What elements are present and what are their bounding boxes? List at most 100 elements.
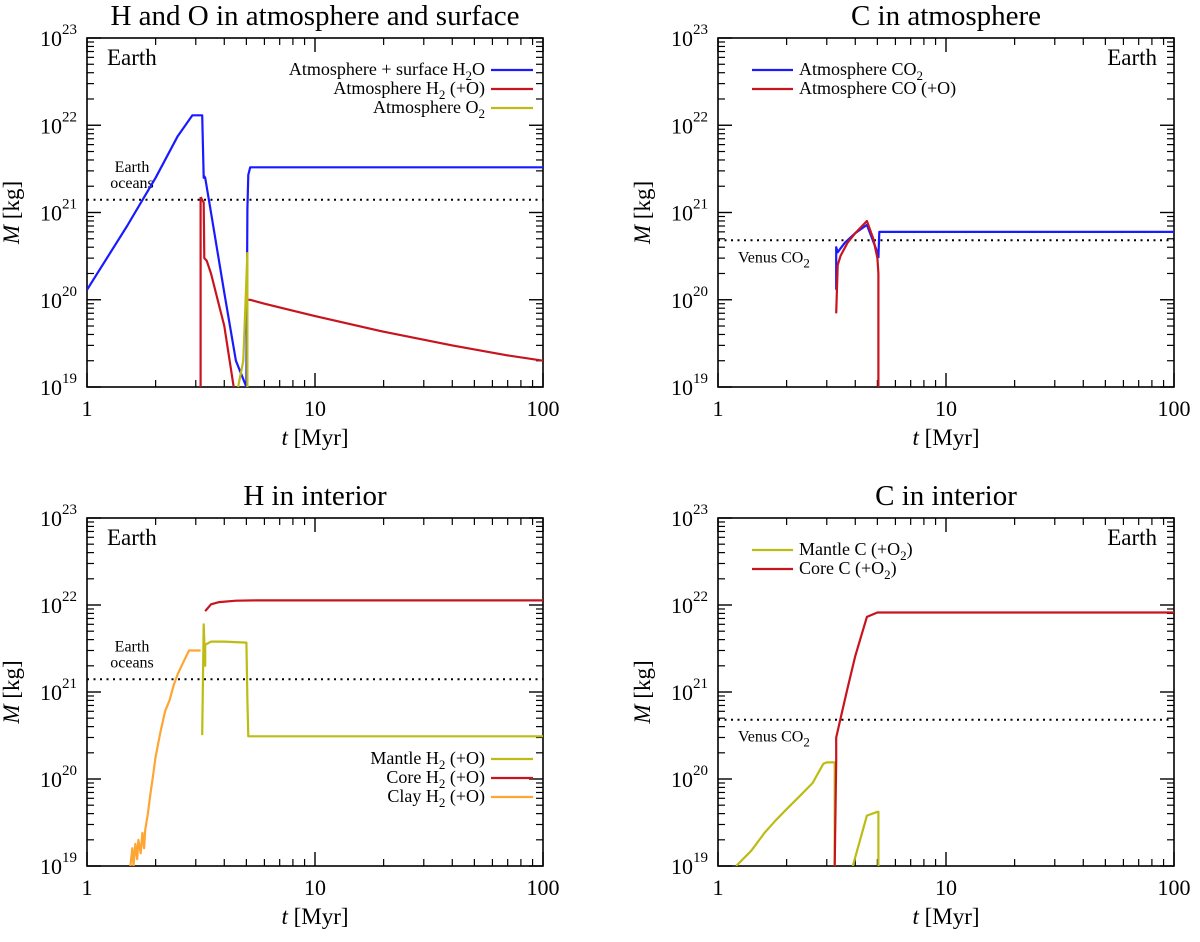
planet-label: Earth	[1107, 45, 1157, 70]
reference-label-line: Earth	[115, 159, 150, 176]
legend-name-post: (+O)	[445, 78, 485, 99]
y-axis-symbol: M	[0, 703, 24, 725]
y-tick-label: 1019	[40, 371, 77, 400]
legend-name-sub: 2	[916, 68, 923, 83]
y-axis-label: M [kg]	[630, 660, 655, 724]
series-lines	[835, 219, 1174, 387]
y-tick-exponent: 22	[693, 109, 708, 125]
y-tick-exponent: 19	[62, 850, 77, 866]
legend-name-sub: 2	[439, 757, 446, 772]
y-tick-base: 10	[671, 113, 693, 138]
legend-name-post: (+O)	[445, 748, 485, 769]
series-line-2	[248, 298, 543, 362]
planet-label: Earth	[1107, 525, 1157, 550]
legend-name-post: (+O)	[445, 786, 485, 807]
legend-name-main: Core C (+O	[799, 558, 884, 579]
y-axis-unit: [kg]	[0, 181, 24, 225]
series-line-1	[201, 623, 543, 738]
y-tick-base: 10	[671, 767, 693, 792]
y-tick-base: 10	[40, 26, 62, 51]
legend: Mantle C (+O2)Core C (+O2)	[752, 539, 913, 582]
y-tick-label: 1022	[40, 589, 77, 618]
y-axis-unit: [kg]	[630, 660, 655, 704]
x-tick-label: 100	[1158, 875, 1191, 900]
x-tick-label: 100	[527, 396, 560, 421]
series-line-1	[87, 114, 543, 387]
series-line-1	[735, 761, 836, 866]
x-axis-unit: [Myr]	[288, 425, 349, 450]
y-tick-base: 10	[671, 854, 693, 879]
x-axis-symbol: t	[912, 425, 919, 450]
y-axis-label: M [kg]	[630, 181, 655, 245]
legend-name-post: )	[907, 539, 913, 560]
legend-name-sub: 2	[439, 87, 446, 102]
y-tick-exponent: 23	[62, 502, 77, 518]
reference-label: Venus CO2	[738, 249, 810, 270]
x-tick-label: 10	[304, 875, 326, 900]
legend-name-main: Atmosphere CO	[799, 59, 916, 79]
legend-entry: Atmosphere + surface H2O	[289, 59, 485, 83]
legend-entry: Atmosphere H2 (+O)	[333, 78, 485, 102]
y-tick-base: 10	[671, 506, 693, 531]
y-axis-unit: [kg]	[630, 181, 655, 225]
series-lines	[735, 611, 1174, 866]
legend-entry: Core C (+O2)	[799, 558, 897, 582]
chart-title: H and O in atmosphere and surface	[110, 0, 519, 32]
legend-name-post: O	[472, 59, 485, 79]
x-axis-unit: [Myr]	[288, 904, 349, 929]
y-tick-label: 1023	[671, 502, 708, 531]
x-axis-symbol: t	[281, 425, 288, 450]
series-lines	[129, 599, 543, 866]
chart-title: H in interior	[243, 480, 387, 512]
x-tick-label: 100	[527, 875, 560, 900]
y-tick-base: 10	[671, 288, 693, 313]
reference-label: Venus CO2	[738, 729, 810, 750]
x-tick-label: 10	[935, 396, 957, 421]
series-line-2	[835, 219, 880, 387]
x-tick-label: 1	[713, 396, 724, 421]
series-line-1	[851, 810, 880, 866]
y-tick-exponent: 21	[693, 197, 708, 213]
y-axis-symbol: M	[0, 223, 24, 245]
y-tick-exponent: 21	[62, 676, 77, 692]
y-tick-label: 1021	[671, 197, 708, 226]
y-tick-base: 10	[40, 680, 62, 705]
reference-label-line: oceans	[110, 654, 154, 671]
plot-frame	[86, 517, 544, 867]
y-tick-label: 1020	[40, 284, 77, 313]
y-tick-label: 1019	[671, 371, 708, 400]
x-tick-label: 1	[82, 875, 93, 900]
y-tick-base: 10	[671, 26, 693, 51]
legend-entry: Atmosphere O2	[373, 97, 485, 121]
reference-label-main: Venus CO	[738, 249, 803, 266]
legend-name-post: )	[891, 558, 897, 579]
y-axis-symbol: M	[630, 703, 655, 725]
series-line-3	[129, 649, 201, 866]
legend-name-main: Atmosphere CO (+O)	[799, 78, 956, 99]
y-tick-label: 1020	[671, 763, 708, 792]
x-axis-symbol: t	[912, 904, 919, 929]
y-axis-label: M [kg]	[0, 660, 24, 724]
reference-label-sub: 2	[803, 735, 810, 750]
y-tick-base: 10	[40, 506, 62, 531]
x-tick-label: 10	[304, 396, 326, 421]
y-tick-label: 1020	[671, 284, 708, 313]
x-axis-symbol: t	[281, 904, 288, 929]
y-tick-base: 10	[671, 680, 693, 705]
y-tick-base: 10	[671, 593, 693, 618]
y-tick-label: 1023	[40, 502, 77, 531]
x-tick-label: 100	[1158, 396, 1191, 421]
legend-name-sub: 2	[466, 68, 473, 83]
y-tick-label: 1020	[40, 763, 77, 792]
planet-label: Earth	[107, 525, 157, 550]
y-tick-label: 1021	[40, 676, 77, 705]
y-tick-base: 10	[671, 201, 693, 226]
series-lines	[87, 114, 543, 387]
series-line-2	[833, 611, 1174, 866]
y-tick-label: 1019	[40, 850, 77, 879]
legend-name-main: Core H	[386, 767, 439, 787]
